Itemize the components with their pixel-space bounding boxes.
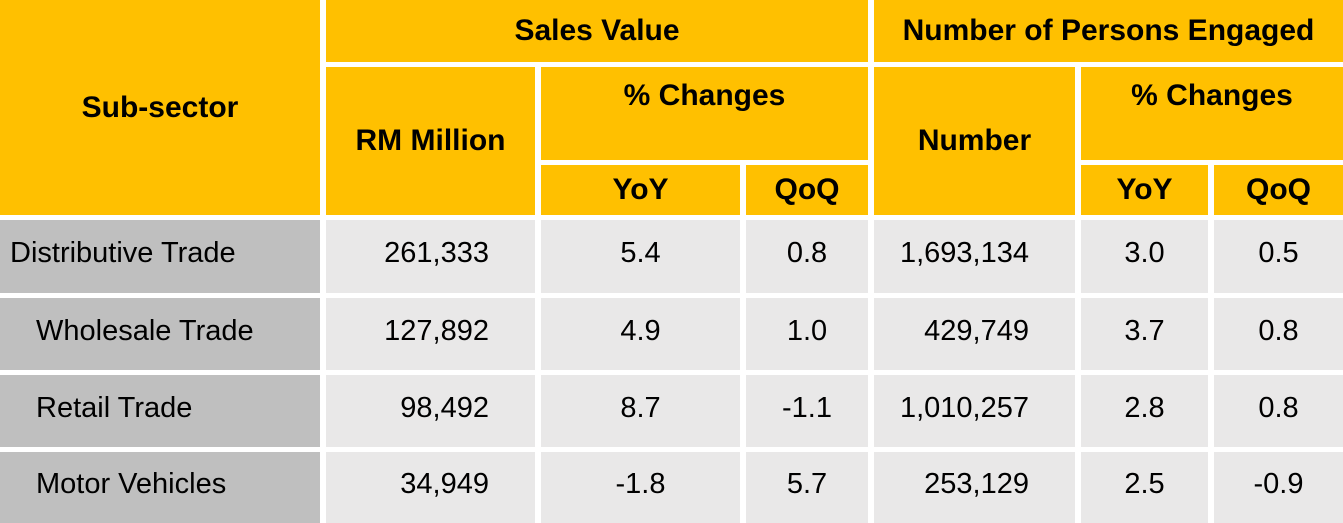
row-label-wholesale-trade: Wholesale Trade	[0, 298, 320, 370]
column-header-qoq-sales: QoQ	[746, 165, 868, 215]
cell-persons-number: 1,693,134	[874, 220, 1075, 293]
cell-sales-yoy: 4.9	[541, 298, 740, 370]
cell-sales-rm-million: 98,492	[326, 375, 535, 447]
column-header-yoy-sales: YoY	[541, 165, 740, 215]
cell-persons-yoy: 2.5	[1081, 452, 1208, 523]
cell-sales-rm-million: 127,892	[326, 298, 535, 370]
cell-persons-qoq: -0.9	[1214, 452, 1343, 523]
cell-persons-qoq: 0.5	[1214, 220, 1343, 293]
row-label-retail-trade: Retail Trade	[0, 375, 320, 447]
cell-sales-rm-million: 34,949	[326, 452, 535, 523]
column-header-yoy-persons: YoY	[1081, 165, 1208, 215]
row-label-distributive-trade: Distributive Trade	[0, 220, 320, 293]
row-label-motor-vehicles: Motor Vehicles	[0, 452, 320, 523]
cell-persons-number: 253,129	[874, 452, 1075, 523]
cell-persons-yoy: 2.8	[1081, 375, 1208, 447]
cell-persons-yoy: 3.7	[1081, 298, 1208, 370]
cell-persons-qoq: 0.8	[1214, 375, 1343, 447]
cell-sales-qoq: 0.8	[746, 220, 868, 293]
cell-sales-rm-million: 261,333	[326, 220, 535, 293]
column-group-header-sales-value: Sales Value	[326, 0, 868, 62]
column-header-qoq-persons: QoQ	[1214, 165, 1343, 215]
cell-persons-qoq: 0.8	[1214, 298, 1343, 370]
column-header-number: Number	[874, 67, 1075, 215]
column-group-header-pct-changes-sales: % Changes	[541, 67, 868, 160]
column-group-header-pct-changes-persons: % Changes	[1081, 67, 1343, 160]
cell-sales-qoq: -1.1	[746, 375, 868, 447]
cell-persons-yoy: 3.0	[1081, 220, 1208, 293]
cell-sales-yoy: 5.4	[541, 220, 740, 293]
column-group-header-persons-engaged: Number of Persons Engaged	[874, 0, 1343, 62]
cell-sales-yoy: 8.7	[541, 375, 740, 447]
cell-sales-qoq: 5.7	[746, 452, 868, 523]
column-header-rm-million: RM Million	[326, 67, 535, 215]
cell-persons-number: 1,010,257	[874, 375, 1075, 447]
cell-sales-yoy: -1.8	[541, 452, 740, 523]
cell-persons-number: 429,749	[874, 298, 1075, 370]
column-header-sub-sector: Sub-sector	[0, 0, 320, 215]
cell-sales-qoq: 1.0	[746, 298, 868, 370]
